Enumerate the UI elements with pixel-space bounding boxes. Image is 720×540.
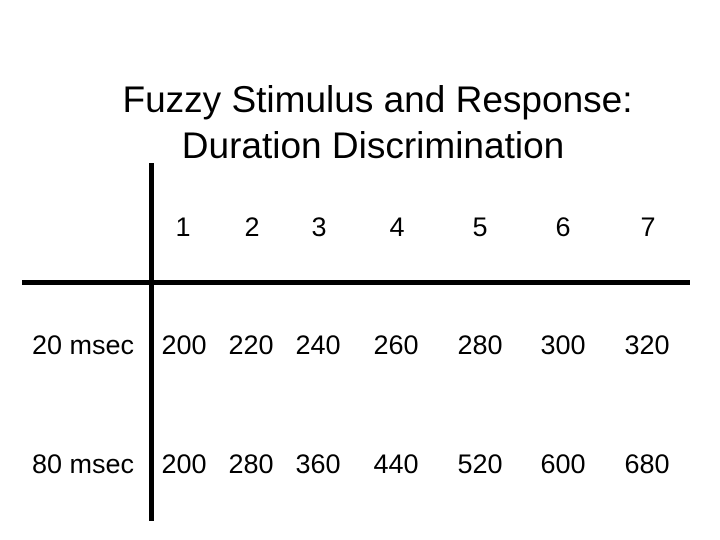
slide-title-line-2: Duration Discrimination: [181, 125, 565, 166]
column-header-1: 1: [175, 212, 191, 242]
column-header-7: 7: [640, 212, 656, 242]
table-cell: 280: [228, 449, 274, 479]
table-cell: 320: [624, 330, 670, 360]
column-header-4: 4: [389, 212, 405, 242]
table-cell: 300: [540, 330, 586, 360]
table-cell: 520: [457, 449, 503, 479]
table-cell: 200: [161, 330, 207, 360]
table-cell: 680: [624, 449, 670, 479]
table-cell: 260: [373, 330, 419, 360]
table-cell: 600: [540, 449, 586, 479]
row-label-80-msec: 80 msec: [32, 449, 135, 479]
table-vertical-divider: [149, 163, 154, 521]
slide-title-line-1: Fuzzy Stimulus and Response:: [122, 79, 633, 120]
column-header-5: 5: [472, 212, 488, 242]
table-cell: 240: [295, 330, 341, 360]
column-header-6: 6: [555, 212, 571, 242]
table-cell: 200: [161, 449, 207, 479]
table-cell: 220: [228, 330, 274, 360]
table-cell: 280: [457, 330, 503, 360]
table-cell: 440: [373, 449, 419, 479]
table-horizontal-divider: [22, 280, 690, 285]
column-header-2: 2: [244, 212, 260, 242]
table-cell: 360: [295, 449, 341, 479]
column-header-3: 3: [311, 212, 327, 242]
row-label-20-msec: 20 msec: [32, 330, 135, 360]
